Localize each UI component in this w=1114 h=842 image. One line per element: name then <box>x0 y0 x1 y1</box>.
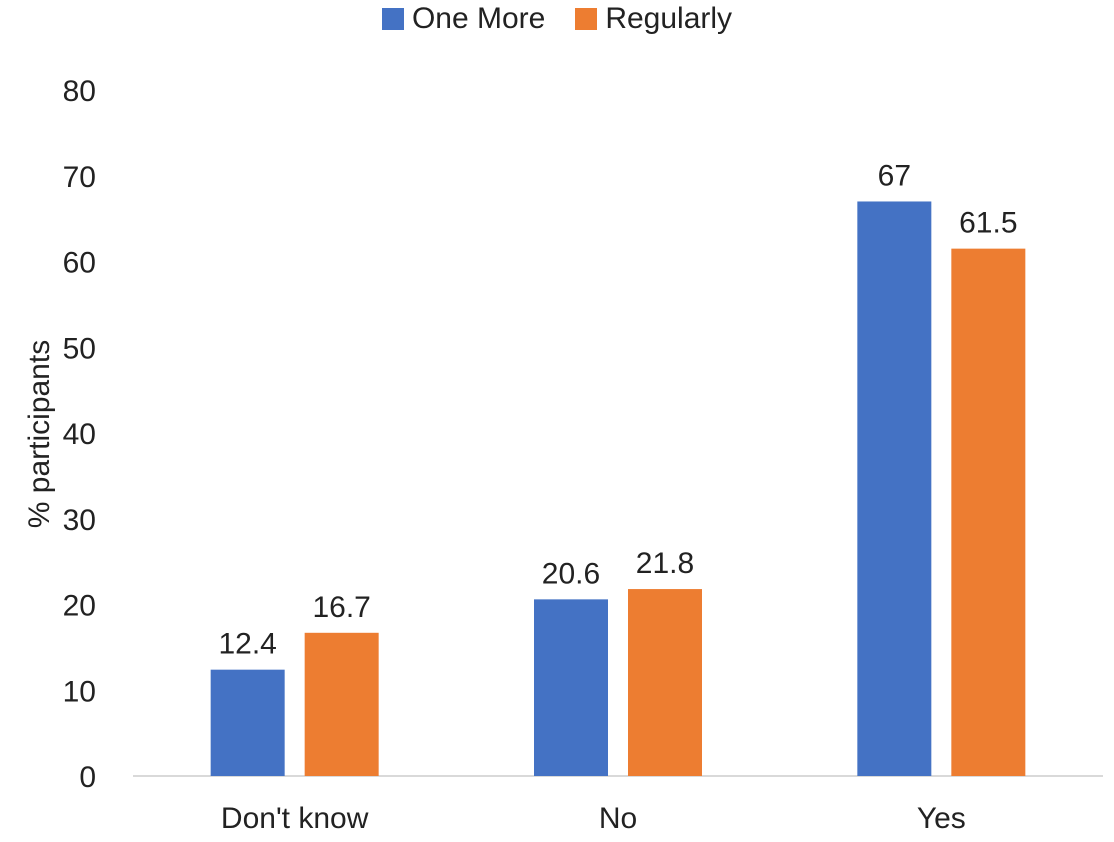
bar-regularly <box>951 248 1026 776</box>
data-label: 20.6 <box>542 557 600 590</box>
data-label: 12.4 <box>218 628 276 661</box>
y-tick-label: 80 <box>63 75 96 108</box>
data-label: 61.5 <box>959 207 1017 240</box>
legend-swatch-one-more <box>381 8 404 30</box>
y-tick-label: 20 <box>63 590 96 623</box>
y-tick-label: 70 <box>63 161 96 194</box>
data-label: 16.7 <box>312 591 370 624</box>
y-tick-label: 10 <box>63 675 96 708</box>
legend-label-one-more: One More <box>411 2 546 35</box>
x-tick-label: Don't know <box>221 802 369 835</box>
data-label: 67 <box>878 159 911 192</box>
bar-regularly <box>304 632 379 776</box>
bar-regularly <box>628 589 702 776</box>
y-tick-label: 60 <box>63 247 96 280</box>
bar-one-more <box>857 201 932 777</box>
x-tick-label: Yes <box>917 802 966 835</box>
y-tick-label: 30 <box>63 504 96 537</box>
legend-label-regularly: Regularly <box>605 2 733 35</box>
chart-legend: One More Regularly <box>0 2 1114 36</box>
data-label: 21.8 <box>636 547 694 580</box>
y-tick-label: 50 <box>63 332 96 365</box>
y-tick-label: 40 <box>63 418 96 451</box>
legend-item-one-more: One More <box>381 2 546 36</box>
legend-swatch-regularly <box>575 8 598 30</box>
legend-item-regularly: Regularly <box>575 2 732 36</box>
bar-one-more <box>210 669 285 776</box>
x-tick-label: No <box>599 802 637 835</box>
bar-one-more <box>534 599 608 776</box>
y-tick-label: 0 <box>79 761 96 794</box>
